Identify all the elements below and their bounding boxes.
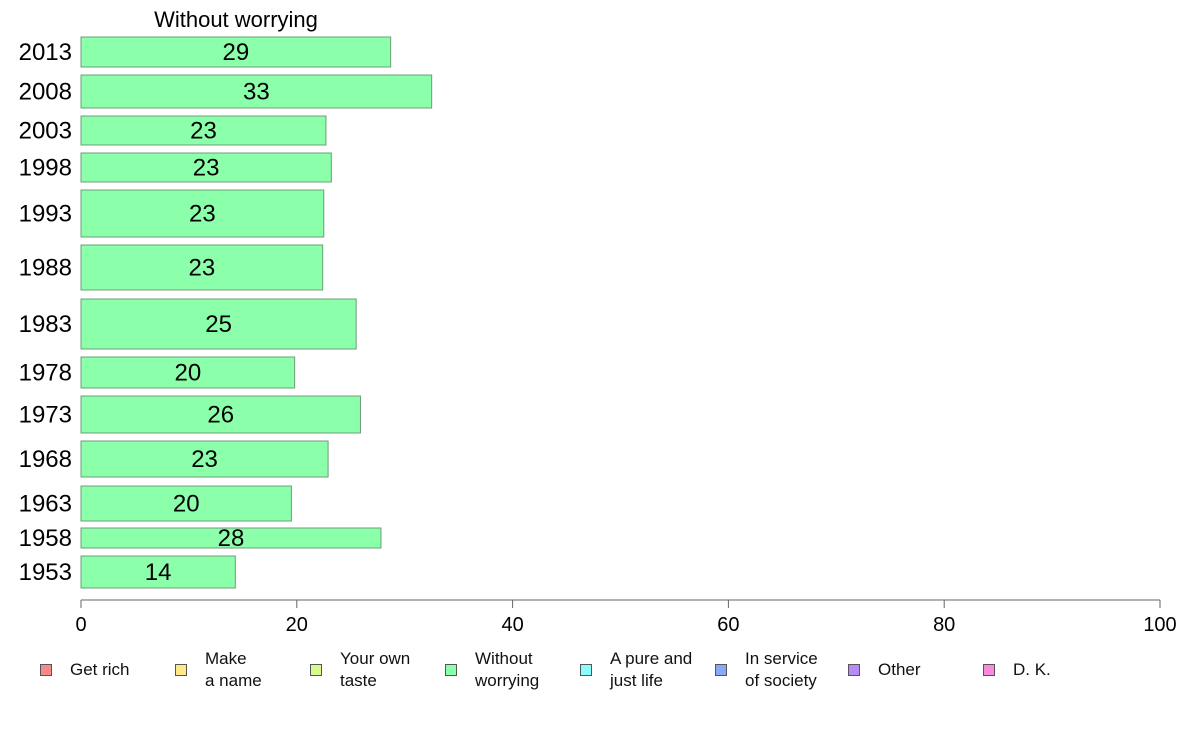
category-label-2008: 2008 [19, 79, 72, 106]
bar-2008 [80, 74, 433, 109]
legend-item-0: Get rich [40, 648, 130, 692]
bar-1973 [80, 395, 361, 434]
legend-label: In service of society [745, 649, 818, 690]
bar-1983 [80, 298, 357, 350]
bar-2013 [80, 36, 392, 68]
category-label-1988: 1988 [19, 255, 72, 282]
bar-value-label-1988: 23 [188, 255, 215, 282]
legend-label: A pure and just life [610, 649, 693, 690]
legend-item-7: D. K. [983, 648, 1051, 692]
category-label-1978: 1978 [19, 360, 72, 387]
category-label-1983: 1983 [19, 311, 72, 338]
bar-value-label-1963: 20 [173, 491, 200, 518]
category-label-1968: 1968 [19, 446, 72, 473]
legend-item-1: Make a name [175, 648, 262, 692]
legend-label: Other [878, 660, 921, 679]
bar-1968 [80, 440, 329, 478]
x-tick-label-60: 60 [717, 614, 739, 636]
bar-value-label-2008: 33 [243, 79, 270, 106]
x-tick-label-40: 40 [501, 614, 523, 636]
legend-label: Without worrying [475, 649, 540, 690]
bar-1988 [80, 244, 324, 291]
x-tick-label-0: 0 [75, 614, 86, 636]
category-label-1953: 1953 [19, 559, 72, 586]
legend-label: Your own taste [340, 649, 411, 690]
legend-item-6: Other [848, 648, 921, 692]
legend-swatch [580, 664, 592, 676]
category-label-1963: 1963 [19, 491, 72, 518]
legend-item-5: In service of society [715, 648, 818, 692]
legend-label: Get rich [70, 660, 130, 679]
bar-1958 [80, 527, 382, 549]
category-label-1993: 1993 [19, 201, 72, 228]
chart-title: Without worrying [154, 7, 318, 32]
x-tick-label-80: 80 [933, 614, 955, 636]
category-label-1998: 1998 [19, 155, 72, 182]
bar-1998 [80, 152, 332, 183]
legend-swatch [983, 664, 995, 676]
bar-1953 [80, 555, 236, 589]
bar-value-label-1973: 26 [207, 402, 234, 429]
bar-value-label-1953: 14 [145, 559, 172, 586]
bar-1978 [80, 356, 296, 389]
legend-swatch [715, 664, 727, 676]
legend-item-4: A pure and just life [580, 648, 692, 692]
bar-1993 [80, 189, 325, 238]
bar-value-label-2003: 23 [190, 118, 217, 145]
legend-label: Make a name [205, 649, 262, 690]
legend-swatch [310, 664, 322, 676]
bar-value-label-1998: 23 [193, 155, 220, 182]
x-axis: 0 20 40 60 80 100 [75, 599, 1177, 636]
legend-swatch [175, 664, 187, 676]
category-label-2003: 2003 [19, 118, 72, 145]
legend-swatch [848, 664, 860, 676]
bar-value-label-1958: 28 [218, 525, 245, 552]
legend-label: D. K. [1013, 660, 1051, 679]
x-tick-label-100: 100 [1143, 614, 1176, 636]
legend-item-3: Without worrying [445, 648, 539, 692]
bar-value-label-1993: 23 [189, 201, 216, 228]
bars-group: 29 2013 33 2008 23 2003 23 1998 23 1993 23 1988 25 19… [19, 36, 433, 589]
bar-value-label-1983: 25 [205, 311, 232, 338]
bar-value-label-1968: 23 [191, 446, 218, 473]
legend-swatch [40, 664, 52, 676]
x-tick-label-20: 20 [286, 614, 308, 636]
category-label-2013: 2013 [19, 39, 72, 66]
bar-value-label-2013: 29 [222, 39, 249, 66]
legend: Get rich Make a name Your own taste Without… [40, 648, 1180, 698]
category-label-1958: 1958 [19, 525, 72, 552]
bar-value-label-1978: 20 [174, 360, 201, 387]
legend-item-2: Your own taste [310, 648, 410, 692]
bar-2003 [80, 115, 327, 146]
legend-swatch [445, 664, 457, 676]
bar-chart: Without worrying 29 2013 33 2008 23 2003 23 199… [19, 7, 1177, 636]
bar-1963 [80, 485, 292, 522]
category-label-1973: 1973 [19, 402, 72, 429]
